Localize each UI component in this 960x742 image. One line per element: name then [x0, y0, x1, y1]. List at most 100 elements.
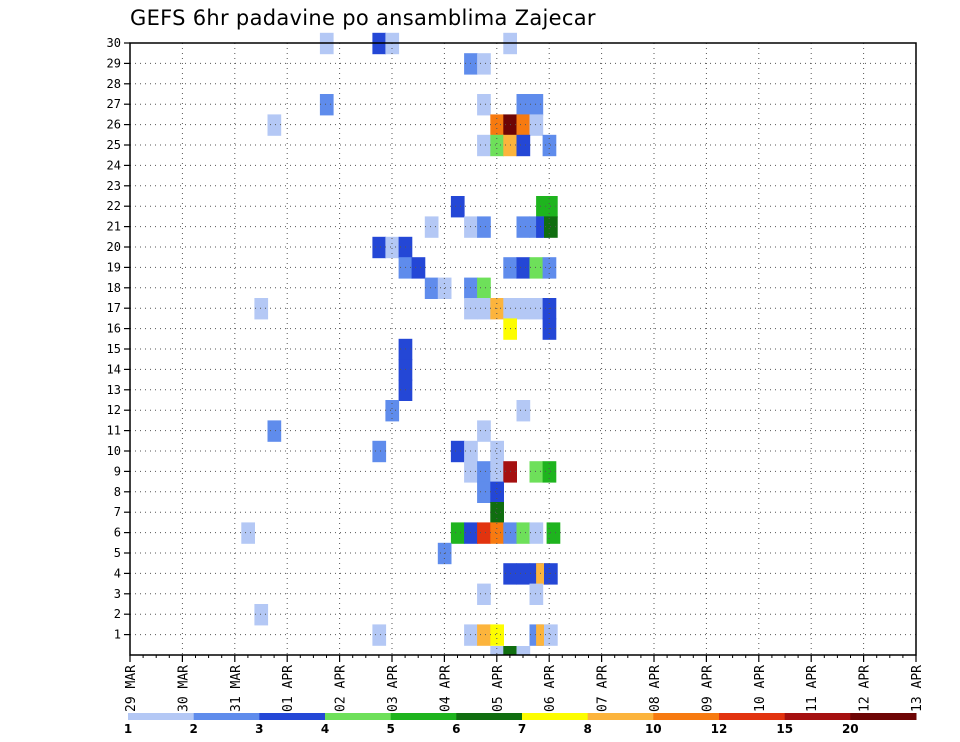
- y-tick-label: 17: [107, 301, 121, 315]
- y-tick-label: 28: [107, 77, 121, 91]
- legend-swatch: [784, 713, 851, 720]
- legend-label: 7: [518, 722, 526, 736]
- y-tick-label: 1: [114, 628, 121, 642]
- legend-label: 2: [190, 722, 198, 736]
- heatmap-cell: [542, 134, 557, 157]
- heatmap-cell: [490, 481, 504, 503]
- heatmap-cell: [503, 461, 517, 483]
- heatmap-cell: [424, 277, 439, 299]
- y-tick-label: 26: [107, 118, 121, 132]
- heatmap-cell: [450, 440, 465, 463]
- y-tick-label: 25: [107, 138, 121, 152]
- y-tick-label: 9: [114, 464, 121, 478]
- y-tick-label: 13: [107, 383, 121, 397]
- heatmap-cell: [529, 94, 544, 116]
- x-tick-label: 11 APR: [805, 665, 820, 712]
- legend-label: 3: [255, 722, 263, 736]
- heatmap-cell: [516, 400, 531, 422]
- legend-label: 5: [387, 722, 395, 736]
- legend-swatch: [128, 713, 195, 720]
- y-tick-label: 19: [107, 260, 121, 274]
- heatmap-cell: [424, 216, 439, 238]
- y-tick-label: 23: [107, 179, 121, 193]
- x-tick-label: 04 APR: [438, 665, 453, 712]
- x-tick-label: 02 APR: [334, 665, 349, 712]
- x-tick-label: 12 APR: [858, 665, 873, 712]
- y-tick-label: 6: [114, 526, 121, 540]
- legend-label: 20: [842, 722, 859, 736]
- y-tick-label: 3: [114, 587, 121, 601]
- y-tick-label: 4: [114, 566, 121, 580]
- x-tick-label: 03 APR: [386, 665, 401, 712]
- heatmap-cell: [411, 257, 426, 279]
- heatmap-cell: [398, 359, 413, 381]
- heatmap-cell: [546, 522, 561, 544]
- legend-label: 1: [124, 722, 132, 736]
- legend-swatch: [390, 713, 457, 720]
- x-tick-label: 09 APR: [700, 665, 715, 712]
- heatmap-cell: [542, 318, 557, 340]
- x-tick-label: 29 MAR: [124, 665, 139, 712]
- grid-layer: [130, 42, 916, 655]
- x-tick-label: 01 APR: [281, 665, 296, 712]
- x-axis: 29 MAR 30 MAR 31 MAR 01 APR 02 APR 03 APR 04 A…: [124, 655, 925, 712]
- legend-label: 15: [776, 722, 793, 736]
- heatmap-cell: [529, 583, 544, 605]
- y-tick-label: 22: [107, 199, 121, 213]
- heatmap-cell: [529, 114, 544, 136]
- x-tick-label: 31 MAR: [229, 665, 244, 712]
- legend-label: 8: [584, 722, 592, 736]
- heatmap-cell: [503, 646, 517, 655]
- heatmap-cell: [385, 400, 400, 422]
- heatmap-cell: [490, 646, 504, 655]
- heatmap-cell: [464, 461, 478, 483]
- heatmap-cell: [516, 298, 531, 320]
- heatmap-cell: [490, 624, 504, 646]
- chart-title: GEFS 6hr padavine po ansamblima Zajecar: [130, 6, 596, 30]
- y-tick-label: 20: [107, 240, 121, 254]
- heatmap-cell: [529, 461, 544, 483]
- heatmap-cell: [542, 257, 557, 279]
- heatmap-cell: [529, 257, 544, 279]
- heatmap-cell: [490, 440, 504, 463]
- legend-swatch: [259, 713, 326, 720]
- heatmap-cell: [516, 134, 531, 157]
- legend-label: 10: [645, 722, 662, 736]
- heatmap-cell: [267, 114, 282, 136]
- heatmap-cell: [477, 583, 491, 605]
- heatmap-cell: [477, 94, 491, 116]
- heatmap-cell: [477, 481, 491, 503]
- heatmap-cell: [529, 298, 544, 320]
- heatmap-cell: [254, 604, 269, 626]
- heatmap-cell: [477, 216, 491, 238]
- legend-swatch: [522, 713, 589, 720]
- x-tick-label: 08 APR: [648, 665, 663, 712]
- heatmap-cell: [503, 522, 517, 544]
- heatmap-cell: [398, 257, 413, 279]
- legend-swatch: [587, 713, 654, 720]
- heatmap-cell: [516, 216, 531, 238]
- heatmap-cell: [450, 522, 465, 544]
- legend-swatch: [193, 713, 260, 720]
- heatmap-cell: [490, 461, 504, 483]
- heatmap-cell: [319, 94, 334, 116]
- heatmap-cell: [267, 420, 282, 442]
- heatmap-cell: [516, 646, 531, 655]
- heatmap-cell: [372, 440, 387, 463]
- y-tick-label: 8: [114, 485, 121, 499]
- heatmap-cell: [385, 236, 400, 259]
- legend-swatch: [653, 713, 720, 720]
- y-tick-label: 21: [107, 220, 121, 234]
- legend-swatch: [456, 713, 523, 720]
- heatmap-cell: [490, 114, 504, 136]
- legend-label: 12: [711, 722, 728, 736]
- y-tick-label: 12: [107, 403, 121, 417]
- x-tick-label: 30 MAR: [176, 665, 191, 712]
- y-tick-label: 16: [107, 322, 121, 336]
- heatmap-cell: [477, 298, 491, 320]
- legend: 1 2 3 4 5 6 7 8 10 12 15 20: [124, 713, 917, 736]
- heatmap-cell: [450, 196, 465, 218]
- x-tick-label: 05 APR: [491, 665, 506, 712]
- heatmap-cell: [477, 420, 491, 442]
